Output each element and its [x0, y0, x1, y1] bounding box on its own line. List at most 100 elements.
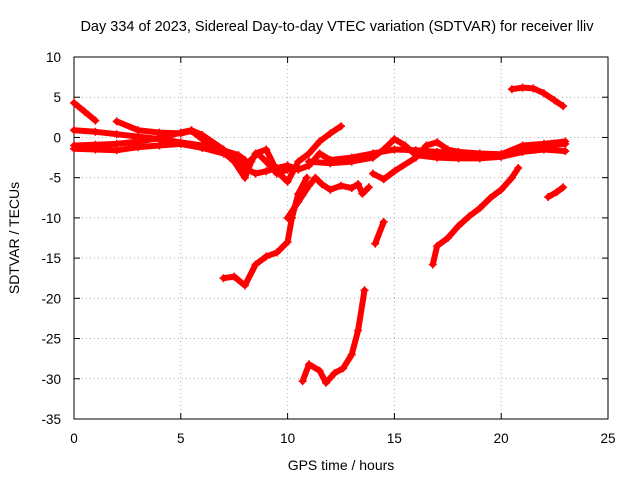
data-point	[262, 252, 271, 261]
series-line	[220, 174, 310, 289]
x-tick-label: 15	[387, 431, 402, 446]
data-point	[198, 143, 207, 152]
x-tick-label: 10	[280, 431, 295, 446]
data-point	[283, 177, 292, 186]
data-point	[262, 145, 271, 154]
data-point	[112, 117, 121, 126]
data-point	[475, 149, 484, 158]
data-point	[497, 150, 506, 159]
data-point	[539, 89, 548, 98]
data-point	[507, 173, 516, 182]
data-point	[91, 116, 100, 125]
data-point	[454, 147, 463, 156]
data-point	[287, 213, 296, 222]
data-point	[219, 274, 228, 283]
data-point	[539, 139, 548, 148]
data-point	[234, 151, 243, 160]
y-tick-label: -15	[41, 251, 61, 266]
y-tick-label: -5	[49, 171, 61, 186]
data-point	[322, 378, 330, 387]
data-point	[317, 180, 326, 189]
data-point	[433, 153, 442, 162]
data-point	[155, 128, 164, 137]
data-point	[230, 157, 239, 166]
data-point	[559, 102, 568, 111]
x-axis-label: GPS time / hours	[288, 457, 395, 473]
data-point	[272, 248, 281, 257]
data-point	[339, 364, 348, 373]
data-point	[315, 366, 324, 375]
data-point	[465, 212, 474, 221]
data-point	[369, 169, 377, 178]
data-point	[360, 286, 369, 295]
data-point	[337, 181, 345, 190]
data-point	[559, 183, 568, 192]
data-point	[294, 157, 303, 166]
data-point	[371, 239, 380, 248]
data-point	[302, 173, 311, 182]
data-point	[354, 326, 363, 335]
data-point	[305, 157, 313, 166]
grid	[74, 57, 608, 419]
data-point	[187, 127, 196, 135]
series-track	[544, 183, 568, 201]
data-point	[311, 173, 320, 182]
data-point	[379, 217, 388, 226]
data-point	[358, 189, 367, 198]
data-point	[326, 185, 335, 194]
series-track	[298, 286, 369, 387]
data-point	[552, 188, 561, 197]
data-point	[347, 157, 356, 166]
data-point	[326, 159, 335, 168]
data-point	[433, 138, 442, 147]
data-point	[561, 137, 570, 146]
data-point	[561, 147, 570, 156]
series-track	[112, 117, 345, 186]
data-point	[251, 169, 260, 178]
y-tick-label: 0	[53, 130, 61, 145]
data-point	[497, 185, 506, 194]
x-tick-label: 5	[177, 431, 185, 446]
data-point	[198, 135, 207, 144]
y-axis-label: SDTVAR / TECUs	[6, 182, 22, 294]
data-point	[305, 181, 313, 190]
y-tick-labels: 10 5 0 -5 -10 -15 -20 -25 -30 -35	[41, 50, 61, 427]
data-point	[70, 126, 78, 135]
chart-title: Day 334 of 2023, Sidereal Day-to-day VTE…	[80, 19, 594, 35]
data-point	[80, 107, 89, 116]
y-tick-label: 5	[53, 90, 61, 105]
series-track	[369, 137, 570, 184]
data-point	[433, 242, 442, 250]
data-point	[390, 167, 399, 176]
data-point	[428, 260, 437, 269]
y-tick-label: -25	[41, 332, 61, 347]
y-tick-label: -20	[41, 291, 61, 306]
data-point	[443, 145, 452, 154]
y-tick-label: -30	[41, 372, 61, 387]
data-point	[176, 139, 185, 148]
data-point	[294, 189, 303, 198]
data-point	[411, 153, 420, 162]
data-point	[208, 139, 217, 148]
series-track	[371, 217, 388, 248]
series-line	[299, 287, 368, 386]
data-point	[305, 360, 313, 369]
data-point	[134, 126, 143, 135]
series-track	[219, 173, 311, 290]
data-point	[112, 130, 121, 139]
series-track	[70, 98, 100, 125]
data-point	[347, 184, 356, 193]
data-point	[354, 180, 363, 189]
data-point	[112, 146, 121, 155]
data-point	[454, 221, 463, 230]
data-point	[379, 175, 388, 184]
data-point	[283, 161, 292, 170]
plot-frame	[73, 56, 609, 420]
x-tick-label: 25	[600, 431, 615, 446]
series-line	[508, 84, 567, 110]
data-point	[305, 149, 313, 158]
data-point	[298, 377, 307, 386]
data-point	[155, 141, 164, 150]
series-track	[507, 83, 568, 111]
data-point	[176, 129, 185, 138]
